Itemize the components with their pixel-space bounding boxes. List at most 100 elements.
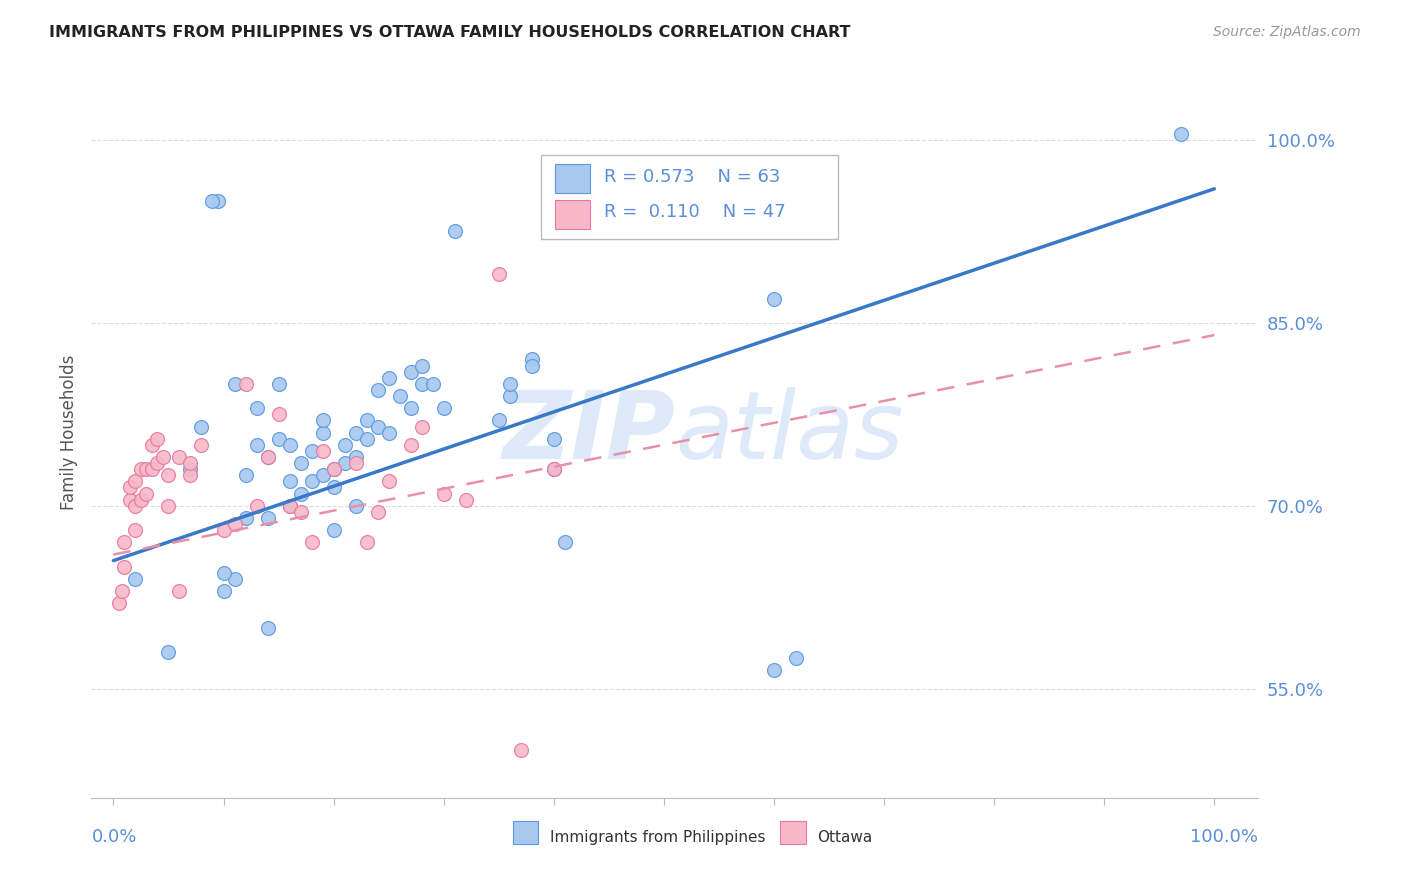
- Point: [124, 475, 146, 489]
- Point: [278, 499, 301, 513]
- Point: [356, 535, 378, 549]
- Point: [256, 450, 278, 464]
- Point: [108, 596, 131, 610]
- Point: [256, 511, 278, 525]
- Point: [146, 432, 169, 446]
- Point: [278, 438, 301, 452]
- Text: Source: ZipAtlas.com: Source: ZipAtlas.com: [1213, 25, 1361, 39]
- Point: [290, 456, 312, 470]
- Point: [212, 566, 235, 580]
- Point: [207, 194, 229, 208]
- Point: [311, 444, 333, 458]
- Point: [190, 419, 212, 434]
- Point: [344, 499, 367, 513]
- Point: [1170, 127, 1192, 141]
- Point: [235, 468, 257, 483]
- Point: [245, 401, 267, 416]
- Point: [367, 505, 389, 519]
- Point: [112, 559, 135, 574]
- Point: [118, 481, 141, 495]
- Text: R =  0.110    N = 47: R = 0.110 N = 47: [603, 203, 786, 221]
- Point: [124, 572, 146, 586]
- Point: [290, 505, 312, 519]
- Point: [411, 376, 433, 391]
- Point: [256, 450, 278, 464]
- Point: [267, 376, 290, 391]
- Point: [762, 664, 785, 678]
- Point: [488, 267, 510, 281]
- Point: [201, 194, 224, 208]
- Point: [356, 432, 378, 446]
- Point: [169, 450, 191, 464]
- Point: [135, 462, 157, 476]
- Point: [169, 584, 191, 599]
- FancyBboxPatch shape: [555, 164, 589, 194]
- Point: [245, 438, 267, 452]
- Point: [322, 481, 344, 495]
- Point: [443, 224, 465, 238]
- Point: [278, 499, 301, 513]
- Point: [152, 450, 174, 464]
- Y-axis label: Family Households: Family Households: [59, 355, 77, 510]
- Point: [499, 389, 522, 403]
- FancyBboxPatch shape: [555, 200, 589, 229]
- Point: [356, 413, 378, 427]
- Point: [785, 651, 807, 665]
- Point: [377, 371, 399, 385]
- Point: [344, 425, 367, 440]
- Point: [367, 419, 389, 434]
- Point: [399, 401, 422, 416]
- Point: [179, 462, 201, 476]
- Point: [454, 492, 477, 507]
- Point: [333, 438, 356, 452]
- Point: [301, 444, 323, 458]
- Point: [290, 486, 312, 500]
- Text: 0.0%: 0.0%: [91, 828, 136, 846]
- Point: [520, 359, 543, 373]
- Point: [554, 535, 576, 549]
- Point: [157, 645, 180, 659]
- Point: [488, 413, 510, 427]
- Point: [433, 486, 456, 500]
- Point: [377, 425, 399, 440]
- Point: [235, 376, 257, 391]
- Point: [311, 413, 333, 427]
- Text: IMMIGRANTS FROM PHILIPPINES VS OTTAWA FAMILY HOUSEHOLDS CORRELATION CHART: IMMIGRANTS FROM PHILIPPINES VS OTTAWA FA…: [49, 25, 851, 40]
- Point: [433, 401, 456, 416]
- Point: [235, 511, 257, 525]
- Point: [311, 468, 333, 483]
- Text: ZIP: ZIP: [502, 386, 675, 479]
- Point: [141, 438, 163, 452]
- Point: [499, 376, 522, 391]
- Point: [190, 438, 212, 452]
- Text: atlas: atlas: [675, 387, 903, 478]
- Point: [344, 456, 367, 470]
- Point: [212, 584, 235, 599]
- Point: [411, 419, 433, 434]
- Text: Immigrants from Philippines: Immigrants from Philippines: [550, 830, 765, 845]
- Point: [322, 462, 344, 476]
- FancyBboxPatch shape: [541, 154, 838, 239]
- Point: [278, 475, 301, 489]
- Point: [344, 450, 367, 464]
- Point: [124, 499, 146, 513]
- Point: [377, 475, 399, 489]
- Point: [112, 535, 135, 549]
- Point: [179, 468, 201, 483]
- Point: [245, 499, 267, 513]
- Point: [179, 456, 201, 470]
- Point: [520, 352, 543, 367]
- Point: [322, 523, 344, 537]
- Point: [422, 376, 444, 391]
- Point: [509, 742, 531, 756]
- Point: [146, 456, 169, 470]
- Point: [762, 292, 785, 306]
- Point: [111, 584, 134, 599]
- Point: [267, 432, 290, 446]
- Point: [388, 389, 411, 403]
- Point: [256, 621, 278, 635]
- Text: Ottawa: Ottawa: [817, 830, 872, 845]
- Point: [124, 523, 146, 537]
- Point: [129, 462, 152, 476]
- Point: [399, 365, 422, 379]
